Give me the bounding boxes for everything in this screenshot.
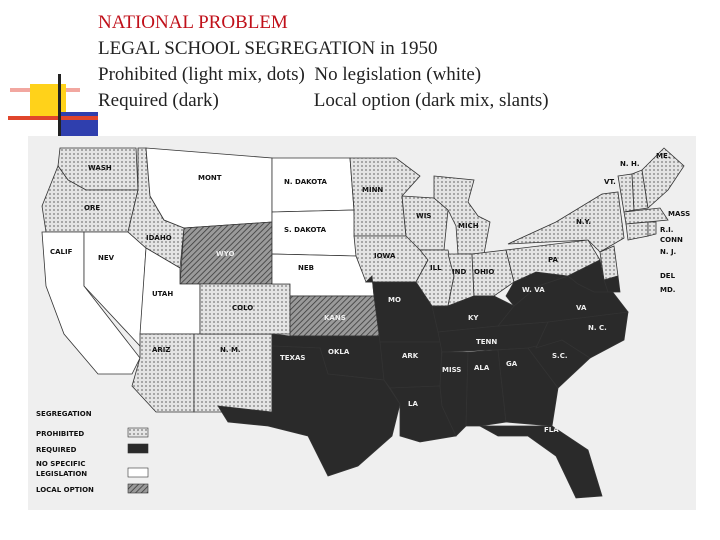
legend-heading: SEGREGATION: [36, 410, 92, 418]
label-miss: MISS: [442, 366, 461, 374]
label-nev: NEV: [98, 254, 115, 262]
label-la: LA: [408, 400, 418, 408]
label-iowa: IOWA: [374, 252, 396, 260]
label-mich: MICH: [458, 222, 479, 230]
label-fla: FLA: [544, 426, 559, 434]
label-texas: TEXAS: [280, 354, 305, 362]
state-ga: [497, 347, 559, 427]
decor-stripe-red: [8, 116, 98, 120]
label-md: MD.: [660, 286, 675, 294]
legend-swatch-local-option: [127, 483, 149, 494]
label-ore: ORE: [84, 204, 100, 212]
label-ky: KY: [468, 314, 479, 322]
label-ga: GA: [506, 360, 518, 368]
label-pa: PA: [548, 256, 558, 264]
legend-swatch-none: [127, 467, 149, 478]
label-tenn: TENN: [476, 338, 497, 346]
label-nc: N. C.: [588, 324, 607, 332]
segregation-map: WASH ORE CALIF NEV IDAHO MONT WYO UTAH A…: [28, 136, 696, 510]
label-ark: ARK: [402, 352, 419, 360]
state-texas: [217, 345, 401, 477]
legend-swatch-required: [127, 443, 149, 454]
slide-title-line2: LEGAL SCHOOL SEGREGATION in 1950: [98, 38, 438, 59]
state-md: [567, 259, 609, 293]
label-sdak: S. DAKOTA: [284, 226, 327, 234]
label-wash: WASH: [88, 164, 112, 172]
label-ariz: ARIZ: [152, 346, 171, 354]
label-ohio: OHIO: [474, 268, 494, 276]
state-ohio: [471, 249, 515, 297]
label-mo: MO: [388, 296, 401, 304]
label-wis: WIS: [416, 212, 431, 220]
label-ala: ALA: [474, 364, 490, 372]
label-sc: S.C.: [552, 352, 568, 360]
state-ny: [507, 191, 625, 253]
state-labels: WASH ORE CALIF NEV IDAHO MONT WYO UTAH A…: [50, 152, 690, 434]
state-me: [641, 147, 685, 209]
state-ark: [379, 341, 443, 389]
label-conn: CONN: [660, 236, 683, 244]
label-okla: OKLA: [328, 348, 350, 356]
state-mont: [145, 147, 273, 229]
label-utah: UTAH: [152, 290, 173, 298]
legend-label-required: REQUIRED: [36, 446, 77, 454]
label-nh: N. H.: [620, 160, 639, 168]
label-kans: KANS: [324, 314, 346, 322]
decor-line-vertical: [58, 74, 61, 136]
slide-title-line1: NATIONAL PROBLEM: [98, 12, 288, 33]
map-legend: SEGREGATION PROHIBITED REQUIRED NO SPECI…: [36, 410, 149, 494]
label-wva: W. VA: [522, 286, 545, 294]
legend-label-local-option: LOCAL OPTION: [36, 486, 94, 494]
legend-label-none-2: LEGISLATION: [36, 470, 87, 478]
legend-label-prohibited: PROHIBITED: [36, 430, 84, 438]
label-ny: N.Y.: [576, 218, 591, 226]
label-minn: MINN: [362, 186, 383, 194]
label-nj: N. J.: [660, 248, 676, 256]
slide-title-block: NATIONAL PROBLEM LEGAL SCHOOL SEGREGATIO…: [98, 10, 549, 114]
label-neb: NEB: [298, 264, 314, 272]
label-ind: IND: [452, 268, 466, 276]
label-mont: MONT: [198, 174, 222, 182]
state-mass: [623, 207, 669, 225]
slide-title-line4: Required (dark) Local option (dark mix, …: [98, 90, 549, 111]
label-vt: VT.: [604, 178, 616, 186]
label-mass: MASS: [668, 210, 690, 218]
label-ill: ILL: [430, 264, 442, 272]
legend-label-none-1: NO SPECIFIC: [36, 460, 85, 468]
label-idaho: IDAHO: [146, 234, 172, 242]
us-map-svg: WASH ORE CALIF NEV IDAHO MONT WYO UTAH A…: [28, 136, 696, 510]
label-ri: R.I.: [660, 226, 673, 234]
slide-title-line3: Prohibited (light mix, dots) No legislat…: [98, 64, 482, 85]
state-ri: [647, 221, 657, 237]
label-del: DEL: [660, 272, 676, 280]
state-ala: [465, 349, 507, 427]
label-calif: CALIF: [50, 248, 73, 256]
label-nm: N. M.: [220, 346, 241, 354]
label-me: ME.: [656, 152, 670, 160]
state-fla: [478, 425, 603, 499]
label-ndak: N. DAKOTA: [284, 178, 327, 186]
label-va: VA: [576, 304, 587, 312]
label-wyo: WYO: [216, 250, 235, 258]
label-colo: COLO: [232, 304, 253, 312]
legend-swatch-prohibited: [127, 427, 149, 438]
